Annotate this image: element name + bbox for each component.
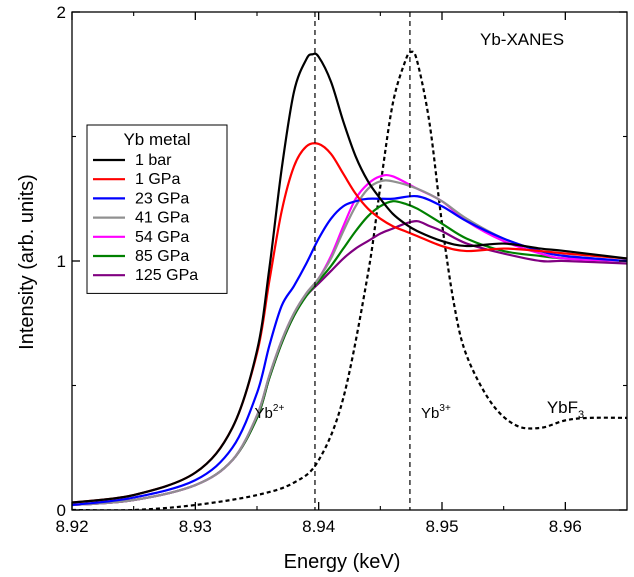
y-tick-label-3: 2: [57, 3, 66, 22]
y-tick-label-1: 0: [57, 501, 66, 520]
legend-label-125-gpa: 125 GPa: [135, 267, 198, 284]
annotation-ybf3: YbF3: [547, 398, 584, 421]
y-axis-label: Intensity (arb. units): [16, 174, 38, 350]
x-tick-label-1: 8.92: [55, 517, 88, 536]
legend-label-1-bar: 1 bar: [135, 152, 172, 169]
plot-lines: [72, 12, 627, 510]
x-tick-label-5: 8.96: [549, 517, 582, 536]
legend-label-1-gpa: 1 GPa: [135, 171, 180, 188]
legend-label-23-gpa: 23 GPa: [135, 190, 189, 207]
axes: 8.92 8.93 8.94 8.95 8.96 0 1 2: [55, 3, 628, 536]
legend: Yb metal 1 bar 1 GPa 23 GPa 41 GPa 54 GPa 85 G…: [86, 124, 228, 294]
legend-box: [86, 124, 228, 294]
legend-label-85-gpa: 85 GPa: [135, 248, 189, 265]
x-axis-label: Energy (keV): [284, 551, 401, 573]
x-tick-label-3: 8.94: [302, 517, 335, 536]
legend-title: Yb metal: [123, 130, 190, 149]
annotations: Yb2+ Yb3+ YbF3: [255, 398, 585, 422]
legend-label-54-gpa: 54 GPa: [135, 229, 189, 246]
chart-title: Yb-XANES: [480, 30, 564, 49]
y-tick-label-2: 1: [57, 252, 66, 271]
series-line-1-bar: [72, 52, 627, 504]
x-tick-label-2: 8.93: [179, 517, 212, 536]
x-tick-label-4: 8.95: [425, 517, 458, 536]
annotation-yb3: Yb3+: [421, 403, 451, 422]
legend-label-41-gpa: 41 GPa: [135, 210, 189, 227]
series-line-23-gpa: [72, 194, 627, 507]
annotation-yb2: Yb2+: [255, 403, 285, 422]
series-line-41-gpa: [72, 179, 627, 507]
